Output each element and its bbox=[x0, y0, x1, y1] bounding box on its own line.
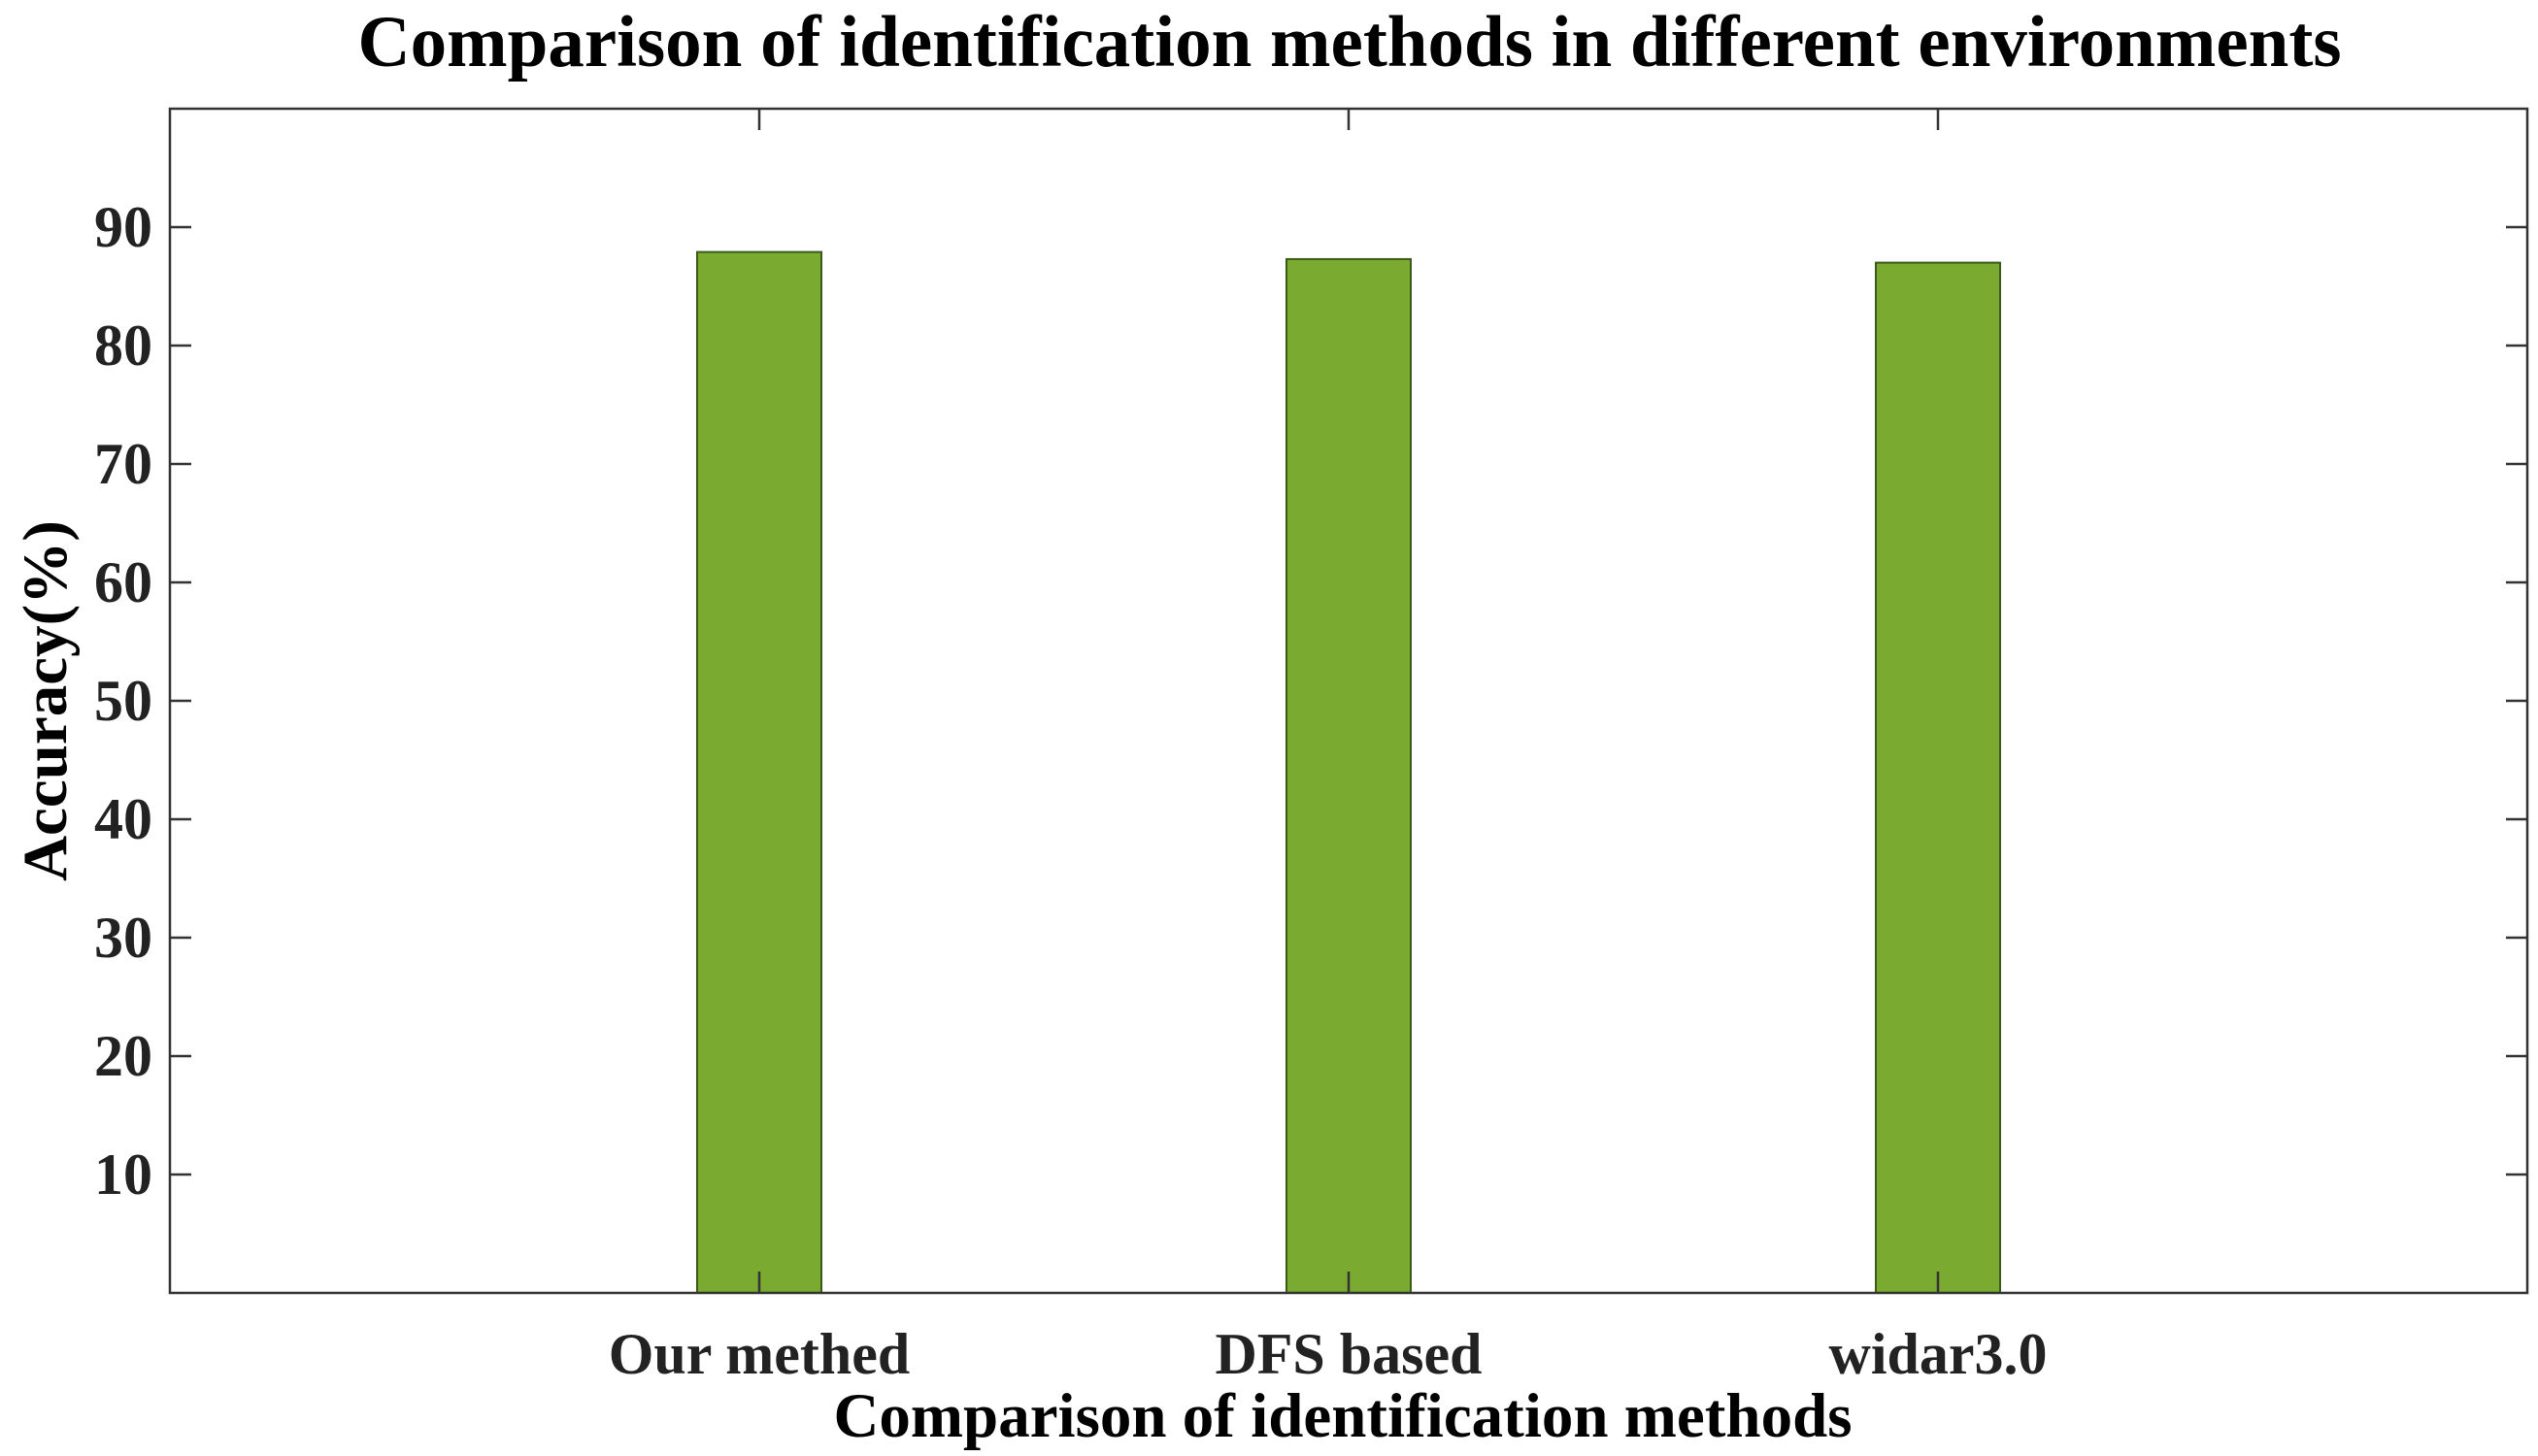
x-axis-label: Comparison of identification methods bbox=[833, 1381, 1852, 1451]
bar bbox=[696, 250, 822, 1294]
bar bbox=[1286, 257, 1412, 1295]
plot-area: 10 20 30 40 50 60 70 80 90 Our methed DFS based wi… bbox=[94, 107, 2529, 1386]
bars bbox=[696, 250, 2001, 1295]
bar bbox=[1875, 261, 2001, 1295]
y-axis-label: Accuracy(%) bbox=[11, 520, 81, 881]
chart-title: Comparison of identification methods in … bbox=[357, 2, 2341, 83]
y-tick-label: 10 bbox=[94, 1142, 152, 1207]
y-tick-labels: 10 20 30 40 50 60 70 80 90 bbox=[94, 195, 152, 1207]
axis-ticks bbox=[170, 109, 2527, 1293]
x-tick-labels: Our methed DFS based widar3.0 bbox=[609, 1322, 2048, 1386]
y-tick-label: 30 bbox=[94, 906, 152, 970]
x-tick-label: Our methed bbox=[609, 1322, 911, 1386]
y-tick-label: 70 bbox=[94, 432, 152, 496]
y-tick-label: 20 bbox=[94, 1024, 152, 1088]
y-tick-label: 90 bbox=[94, 195, 152, 259]
y-tick-label: 50 bbox=[94, 669, 152, 733]
y-tick-label: 60 bbox=[94, 550, 152, 614]
y-tick-label: 80 bbox=[94, 314, 152, 378]
x-tick-label: widar3.0 bbox=[1829, 1322, 2048, 1386]
y-tick-label: 40 bbox=[94, 787, 152, 851]
x-tick-label: DFS based bbox=[1215, 1322, 1482, 1386]
